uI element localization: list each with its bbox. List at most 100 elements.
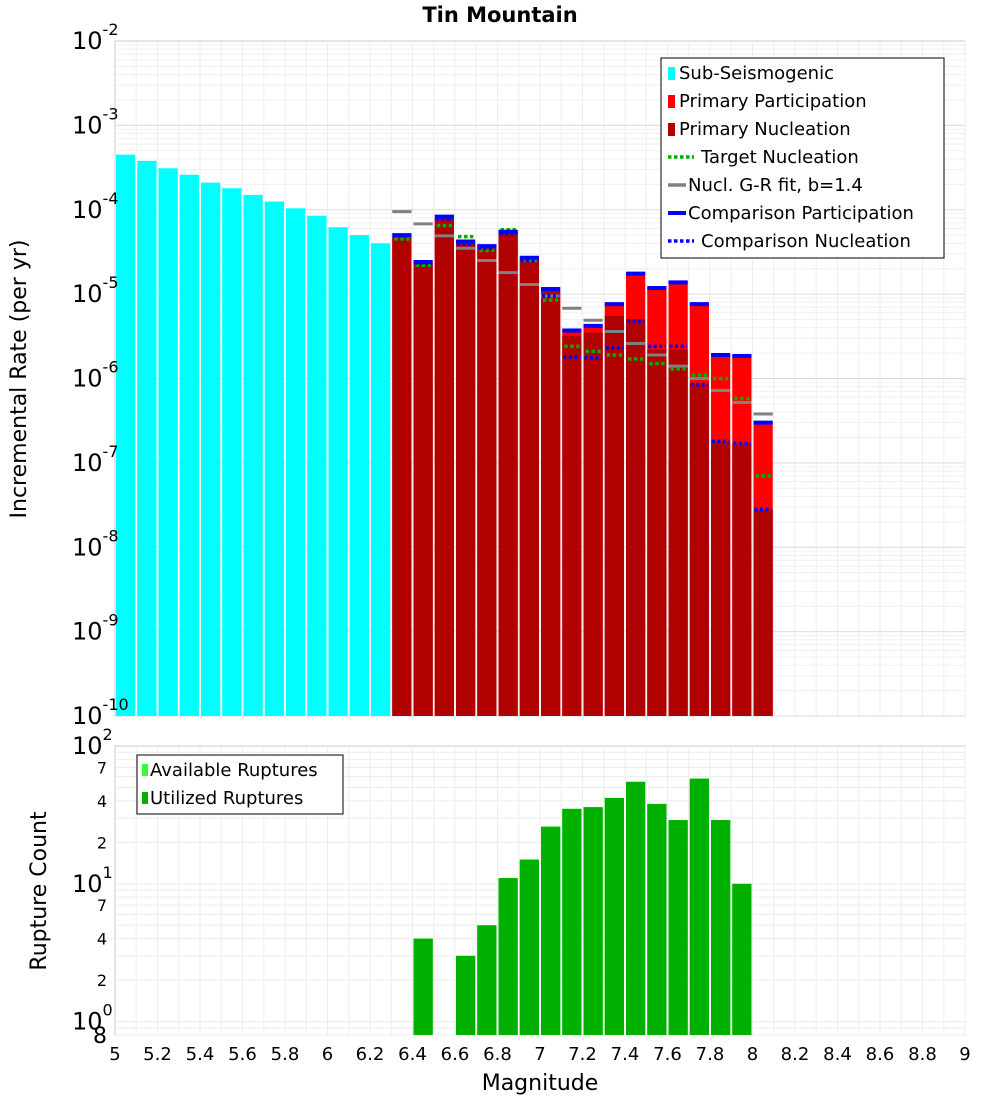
- legend-label-primary-nucleation: Primary Nucleation: [679, 119, 851, 140]
- utilized-ruptures-bar: [604, 797, 624, 1035]
- utilized-ruptures-bar: [498, 878, 518, 1035]
- count-y-minor-tick-label: 7: [97, 758, 107, 777]
- x-tick-label: 6: [322, 1044, 333, 1065]
- count-y-major-tick-label: 102: [72, 725, 113, 760]
- primary-nucleation-bar: [626, 319, 646, 716]
- legend-swatch-sub-seismogenic: [668, 67, 675, 80]
- rate-bars: [116, 154, 773, 716]
- x-tick-label: 6.6: [441, 1044, 470, 1065]
- primary-nucleation-bar: [647, 349, 667, 716]
- primary-nucleation-bar: [498, 232, 518, 716]
- legend-swatch-utilized: [142, 792, 148, 804]
- x-tick-label: 5.8: [271, 1044, 300, 1065]
- sub-seismogenic-bar: [179, 174, 199, 716]
- rate-markers: [392, 210, 773, 512]
- legend-label-available: Available Ruptures: [150, 760, 318, 781]
- x-axis-label: Magnitude: [482, 1071, 599, 1096]
- utilized-ruptures-bar: [583, 807, 603, 1035]
- x-tick-label: 5: [109, 1044, 120, 1065]
- sub-seismogenic-bar: [307, 215, 327, 716]
- utilized-ruptures-bar: [413, 938, 433, 1035]
- x-tick-label: 7.6: [653, 1044, 682, 1065]
- legend-label-comparison-participation: Comparison Participation: [688, 203, 914, 224]
- utilized-ruptures-bar: [562, 808, 582, 1035]
- rate-y-tick-label: 10-3: [72, 104, 119, 139]
- sub-seismogenic-bar: [328, 227, 348, 716]
- x-tick-label: 8: [747, 1044, 758, 1065]
- utilized-ruptures-bar: [541, 826, 561, 1035]
- rate-legend-box: [660, 57, 945, 259]
- primary-nucleation-bar: [456, 243, 476, 716]
- utilized-ruptures-bar: [689, 778, 709, 1035]
- sub-seismogenic-bar: [349, 235, 369, 716]
- x-tick-label: 5.2: [143, 1044, 172, 1065]
- primary-nucleation-bar: [753, 509, 773, 716]
- sub-seismogenic-bar: [158, 168, 178, 716]
- utilized-ruptures-bar: [626, 781, 646, 1035]
- legend-swatch-primary-participation: [668, 95, 675, 108]
- x-tick-label: 7.4: [611, 1044, 640, 1065]
- rate-y-tick-label: 10-4: [72, 189, 119, 224]
- x-tick-label: 9: [959, 1044, 970, 1065]
- primary-nucleation-bar: [583, 332, 603, 716]
- legend-label-target-nucleation: Target Nucleation: [700, 147, 859, 168]
- utilized-ruptures-bar: [647, 803, 667, 1035]
- count-x-ticks: 5 5.2 5.4 5.6 5.8 6 6.2 6.4 6.6 6.8 7 7.2 7.4 7.6 7.8 8…: [109, 1044, 970, 1065]
- rate-y-axis-label: Incremental Rate (per yr): [7, 240, 32, 519]
- primary-nucleation-bar: [732, 443, 752, 716]
- count-y-minor-tick-label: 7: [97, 896, 107, 915]
- sub-seismogenic-bar: [201, 182, 221, 716]
- x-tick-label: 6.2: [356, 1044, 385, 1065]
- primary-nucleation-bar: [541, 290, 561, 716]
- utilized-ruptures-bar: [456, 955, 476, 1035]
- legend-label-sub-seismogenic: Sub-Seismogenic: [679, 63, 834, 84]
- sub-seismogenic-bar: [222, 188, 242, 716]
- primary-nucleation-bar: [689, 384, 709, 716]
- sub-seismogenic-bar: [137, 160, 157, 716]
- legend-label-utilized: Utilized Ruptures: [150, 788, 303, 809]
- count-y-minor-tick-label: 8: [93, 1024, 107, 1049]
- utilized-ruptures-bar: [668, 820, 688, 1035]
- count-y-ticks: 100 101 102 8 2 4 7 2 4 7: [72, 725, 113, 1049]
- legend-swatch-available: [142, 764, 148, 776]
- x-tick-label: 6.8: [483, 1044, 512, 1065]
- x-tick-label: 8.6: [866, 1044, 895, 1065]
- legend-label-comparison-nucleation: Comparison Nucleation: [701, 231, 911, 252]
- rate-y-tick-label: 10-5: [72, 273, 119, 308]
- primary-nucleation-bar: [477, 247, 497, 716]
- x-tick-label: 7.2: [568, 1044, 597, 1065]
- x-tick-label: 7.8: [696, 1044, 725, 1065]
- primary-nucleation-bar: [562, 335, 582, 716]
- rate-y-tick-label: 10-9: [72, 611, 119, 646]
- count-y-minor-tick-label: 2: [97, 833, 107, 852]
- x-tick-label: 7: [534, 1044, 545, 1065]
- rate-y-tick-label: 10-10: [72, 695, 129, 730]
- x-tick-label: 8.8: [908, 1044, 937, 1065]
- utilized-ruptures-bar: [477, 925, 497, 1035]
- chart-title: Tin Mountain: [422, 3, 577, 27]
- rate-y-ticks: 10-10 10-9 10-8 10-7 10-6 10-5 10-4 10-3 10-2: [72, 20, 129, 730]
- legend-label-primary-participation: Primary Participation: [679, 91, 867, 112]
- rate-legend: Sub-Seismogenic Primary Participation Pr…: [660, 57, 945, 259]
- x-tick-label: 8.4: [823, 1044, 852, 1065]
- sub-seismogenic-bar: [243, 194, 263, 716]
- utilized-ruptures-bar: [519, 859, 539, 1035]
- legend-label-gr-fit: Nucl. G-R fit, b=1.4: [688, 175, 863, 196]
- sub-seismogenic-bar: [116, 154, 136, 716]
- count-y-minor-tick-label: 4: [97, 792, 107, 811]
- rate-y-tick-label: 10-8: [72, 526, 119, 561]
- primary-nucleation-bar: [413, 263, 433, 716]
- primary-nucleation-bar: [711, 441, 731, 716]
- rate-y-tick-label: 10-6: [72, 358, 119, 393]
- primary-nucleation-bar: [392, 236, 412, 716]
- utilized-ruptures-bar: [732, 883, 752, 1035]
- primary-nucleation-bar: [604, 316, 624, 716]
- primary-nucleation-bar: [519, 259, 539, 716]
- count-y-major-tick-label: 101: [72, 863, 113, 898]
- primary-nucleation-bar: [434, 217, 454, 716]
- count-legend-box: [136, 754, 344, 815]
- x-tick-label: 8.2: [781, 1044, 810, 1065]
- sub-seismogenic-bar: [286, 208, 306, 716]
